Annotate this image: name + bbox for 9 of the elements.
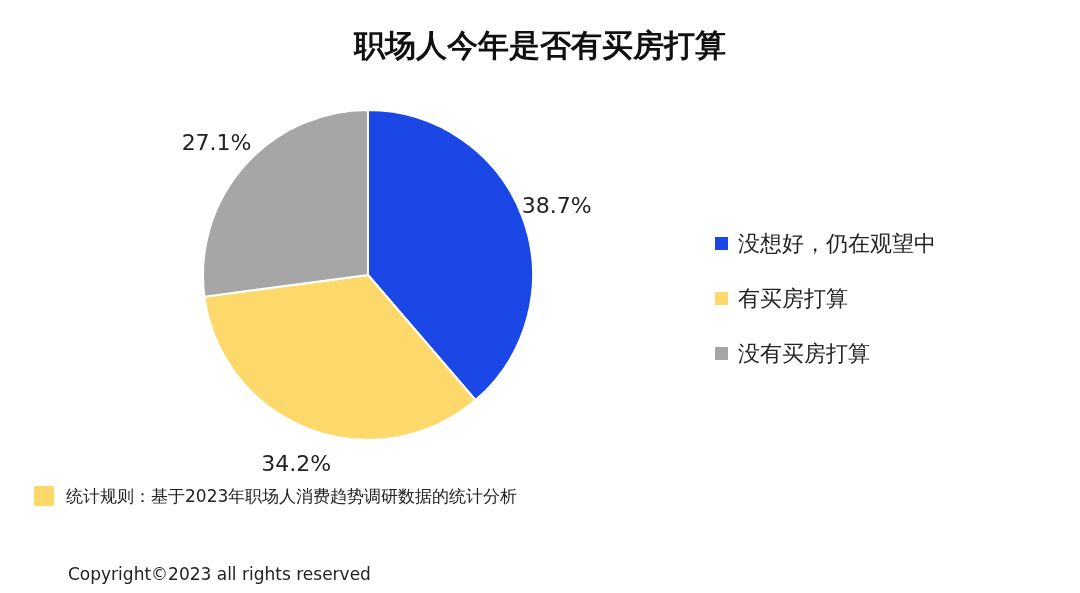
data-label: 27.1% [181,130,252,156]
legend-label: 没想好，仍在观望中 [738,231,936,256]
legend-label: 没有买房打算 [738,341,870,366]
data-label: 38.7% [521,193,592,219]
text: Copyright©2023 all rights reserved [68,564,371,584]
text: 统计规则：基于2023年职场人消费趋势调研数据的统计分析 [66,486,518,506]
chart-title: 职场人今年是否有买房打算 [353,27,726,63]
data-label: 34.2% [261,451,332,477]
legend-label: 有买房打算 [738,286,848,311]
